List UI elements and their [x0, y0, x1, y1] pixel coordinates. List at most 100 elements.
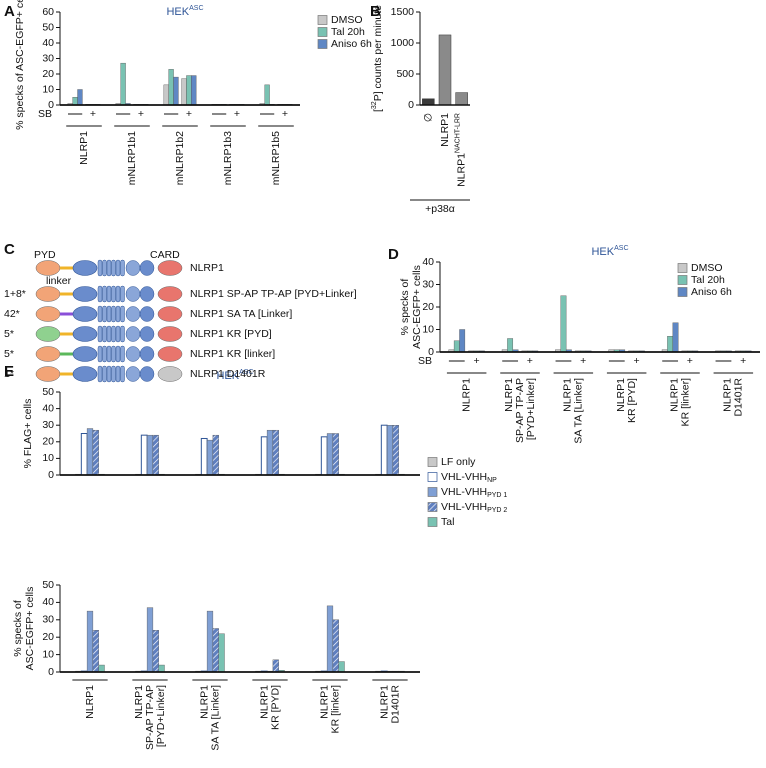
bar: [560, 295, 567, 353]
bar: [168, 69, 174, 106]
y-tick-label: 40: [42, 402, 54, 414]
nacht-domain: [72, 326, 98, 342]
chart-title-part: ASC: [614, 245, 628, 252]
treatment-on: +: [740, 355, 746, 367]
legend-swatch: [427, 502, 438, 512]
legend-name: DMSO: [691, 262, 723, 274]
x-tick-label: KR [linker]: [329, 685, 341, 734]
legend-label: Tal: [441, 516, 454, 528]
construct-label: NLRP1: [190, 262, 224, 274]
bar: [332, 619, 339, 673]
lrr-repeat: [120, 285, 125, 303]
x-tick-label: KR [linker]: [679, 378, 691, 427]
legend-name: VHL-VHH: [441, 501, 487, 513]
lrr-repeat: [115, 365, 121, 383]
lrr-repeat: [102, 345, 107, 363]
bar: [326, 433, 334, 476]
x-tick-label-part: NLRP1: [439, 113, 451, 147]
bar: [191, 75, 197, 106]
lrr-repeat: [97, 325, 103, 343]
chart-title-part: HEK: [591, 246, 614, 258]
lrr-repeat: [115, 345, 121, 363]
y-tick-label: 30: [42, 419, 54, 431]
x-tick-label: KR [PYD]: [626, 378, 638, 423]
x-tick-label-part: NLRP1: [455, 153, 467, 187]
y-tick-label: 10: [42, 452, 54, 464]
card-domain: [157, 306, 183, 322]
bar: [200, 437, 208, 476]
bar: [80, 433, 88, 476]
construct-label: NLRP1 KR [PYD]: [190, 328, 272, 340]
legend-label: VHL-VHHPYD 1: [441, 486, 507, 500]
y-tick-label: 10: [42, 83, 54, 95]
bar: [272, 429, 279, 476]
fiind-upa: [139, 286, 155, 302]
x-tick-label: D1401R: [389, 685, 401, 724]
treatment-on: +: [138, 108, 144, 120]
mutation-count: 42*: [4, 308, 20, 320]
lrr-repeat: [97, 285, 103, 303]
lrr-repeat: [120, 345, 125, 363]
x-tick-label: NLRP1: [460, 378, 472, 412]
chart-title: HEKASC: [216, 369, 253, 382]
chart-title-part: HEK: [216, 370, 239, 382]
y-tick-label: 40: [422, 256, 434, 268]
y-tick-label: 0: [48, 666, 54, 678]
bar: [218, 633, 225, 673]
x-tick-label: KR [PYD]: [269, 685, 281, 730]
fiind-upa: [139, 260, 155, 276]
pyd-header: PYD: [34, 249, 56, 261]
chart-title: HEKASC: [591, 245, 628, 258]
legend-name: Tal 20h: [691, 274, 725, 286]
legend-swatch: [427, 457, 438, 467]
lrr-repeat: [106, 285, 112, 303]
y-tick-label: 20: [42, 68, 54, 80]
bar: [181, 78, 187, 106]
pyd-domain: [35, 326, 61, 342]
bar: [455, 92, 468, 106]
bar: [507, 338, 514, 353]
y-axis-label: ASC-EGFP+ cells: [411, 265, 423, 349]
legend-label: Aniso 6h: [691, 286, 732, 298]
legend-name: Tal: [441, 516, 454, 528]
pyd-domain: [35, 346, 61, 362]
x-tick-label: NLRP1: [439, 113, 451, 147]
legend-sub: PYD 1: [487, 492, 507, 499]
bar: [186, 75, 192, 106]
x-tick-label: NLRP1: [84, 685, 96, 719]
bar: [260, 436, 268, 476]
lrr-repeat: [102, 305, 107, 323]
y-tick-label: 10: [42, 648, 54, 660]
treatment-label: SB: [418, 355, 432, 367]
legend-label: Aniso 6h: [331, 38, 372, 50]
legend-swatch: [317, 15, 328, 25]
bar: [173, 76, 179, 106]
bar: [212, 434, 219, 476]
bar: [453, 340, 460, 353]
y-axis-label-part: [: [372, 109, 384, 112]
x-tick-label: mNLRP1b1: [126, 131, 138, 185]
mutation-count: 5*: [4, 328, 14, 340]
bar: [320, 436, 328, 476]
bar: [264, 84, 270, 106]
bar: [86, 428, 94, 476]
lrr-repeat: [102, 365, 107, 383]
x-tick-label: NLRP1: [133, 685, 145, 719]
y-axis-label: % specks of ASC-EGFP+ cells: [14, 0, 26, 130]
x-tick-label: SA TA [Linker]: [573, 378, 585, 444]
lrr-repeat: [102, 259, 107, 277]
construct-label: NLRP1 D1401R: [190, 368, 266, 380]
bar: [77, 89, 83, 106]
panel-label: B: [370, 3, 381, 20]
bar: [163, 84, 169, 106]
fiind-upa: [139, 306, 155, 322]
lrr-repeat: [106, 259, 112, 277]
legend-label: VHL-VHHNP: [441, 471, 497, 485]
x-tick-label: NLRP1: [668, 378, 680, 412]
bar: [386, 425, 394, 476]
construct-label: NLRP1 SA TA [Linker]: [190, 308, 292, 320]
lrr-repeat: [120, 305, 125, 323]
bar: [266, 429, 274, 476]
x-tick-label: NLRP1: [258, 685, 270, 719]
legend-label: DMSO: [691, 262, 723, 274]
